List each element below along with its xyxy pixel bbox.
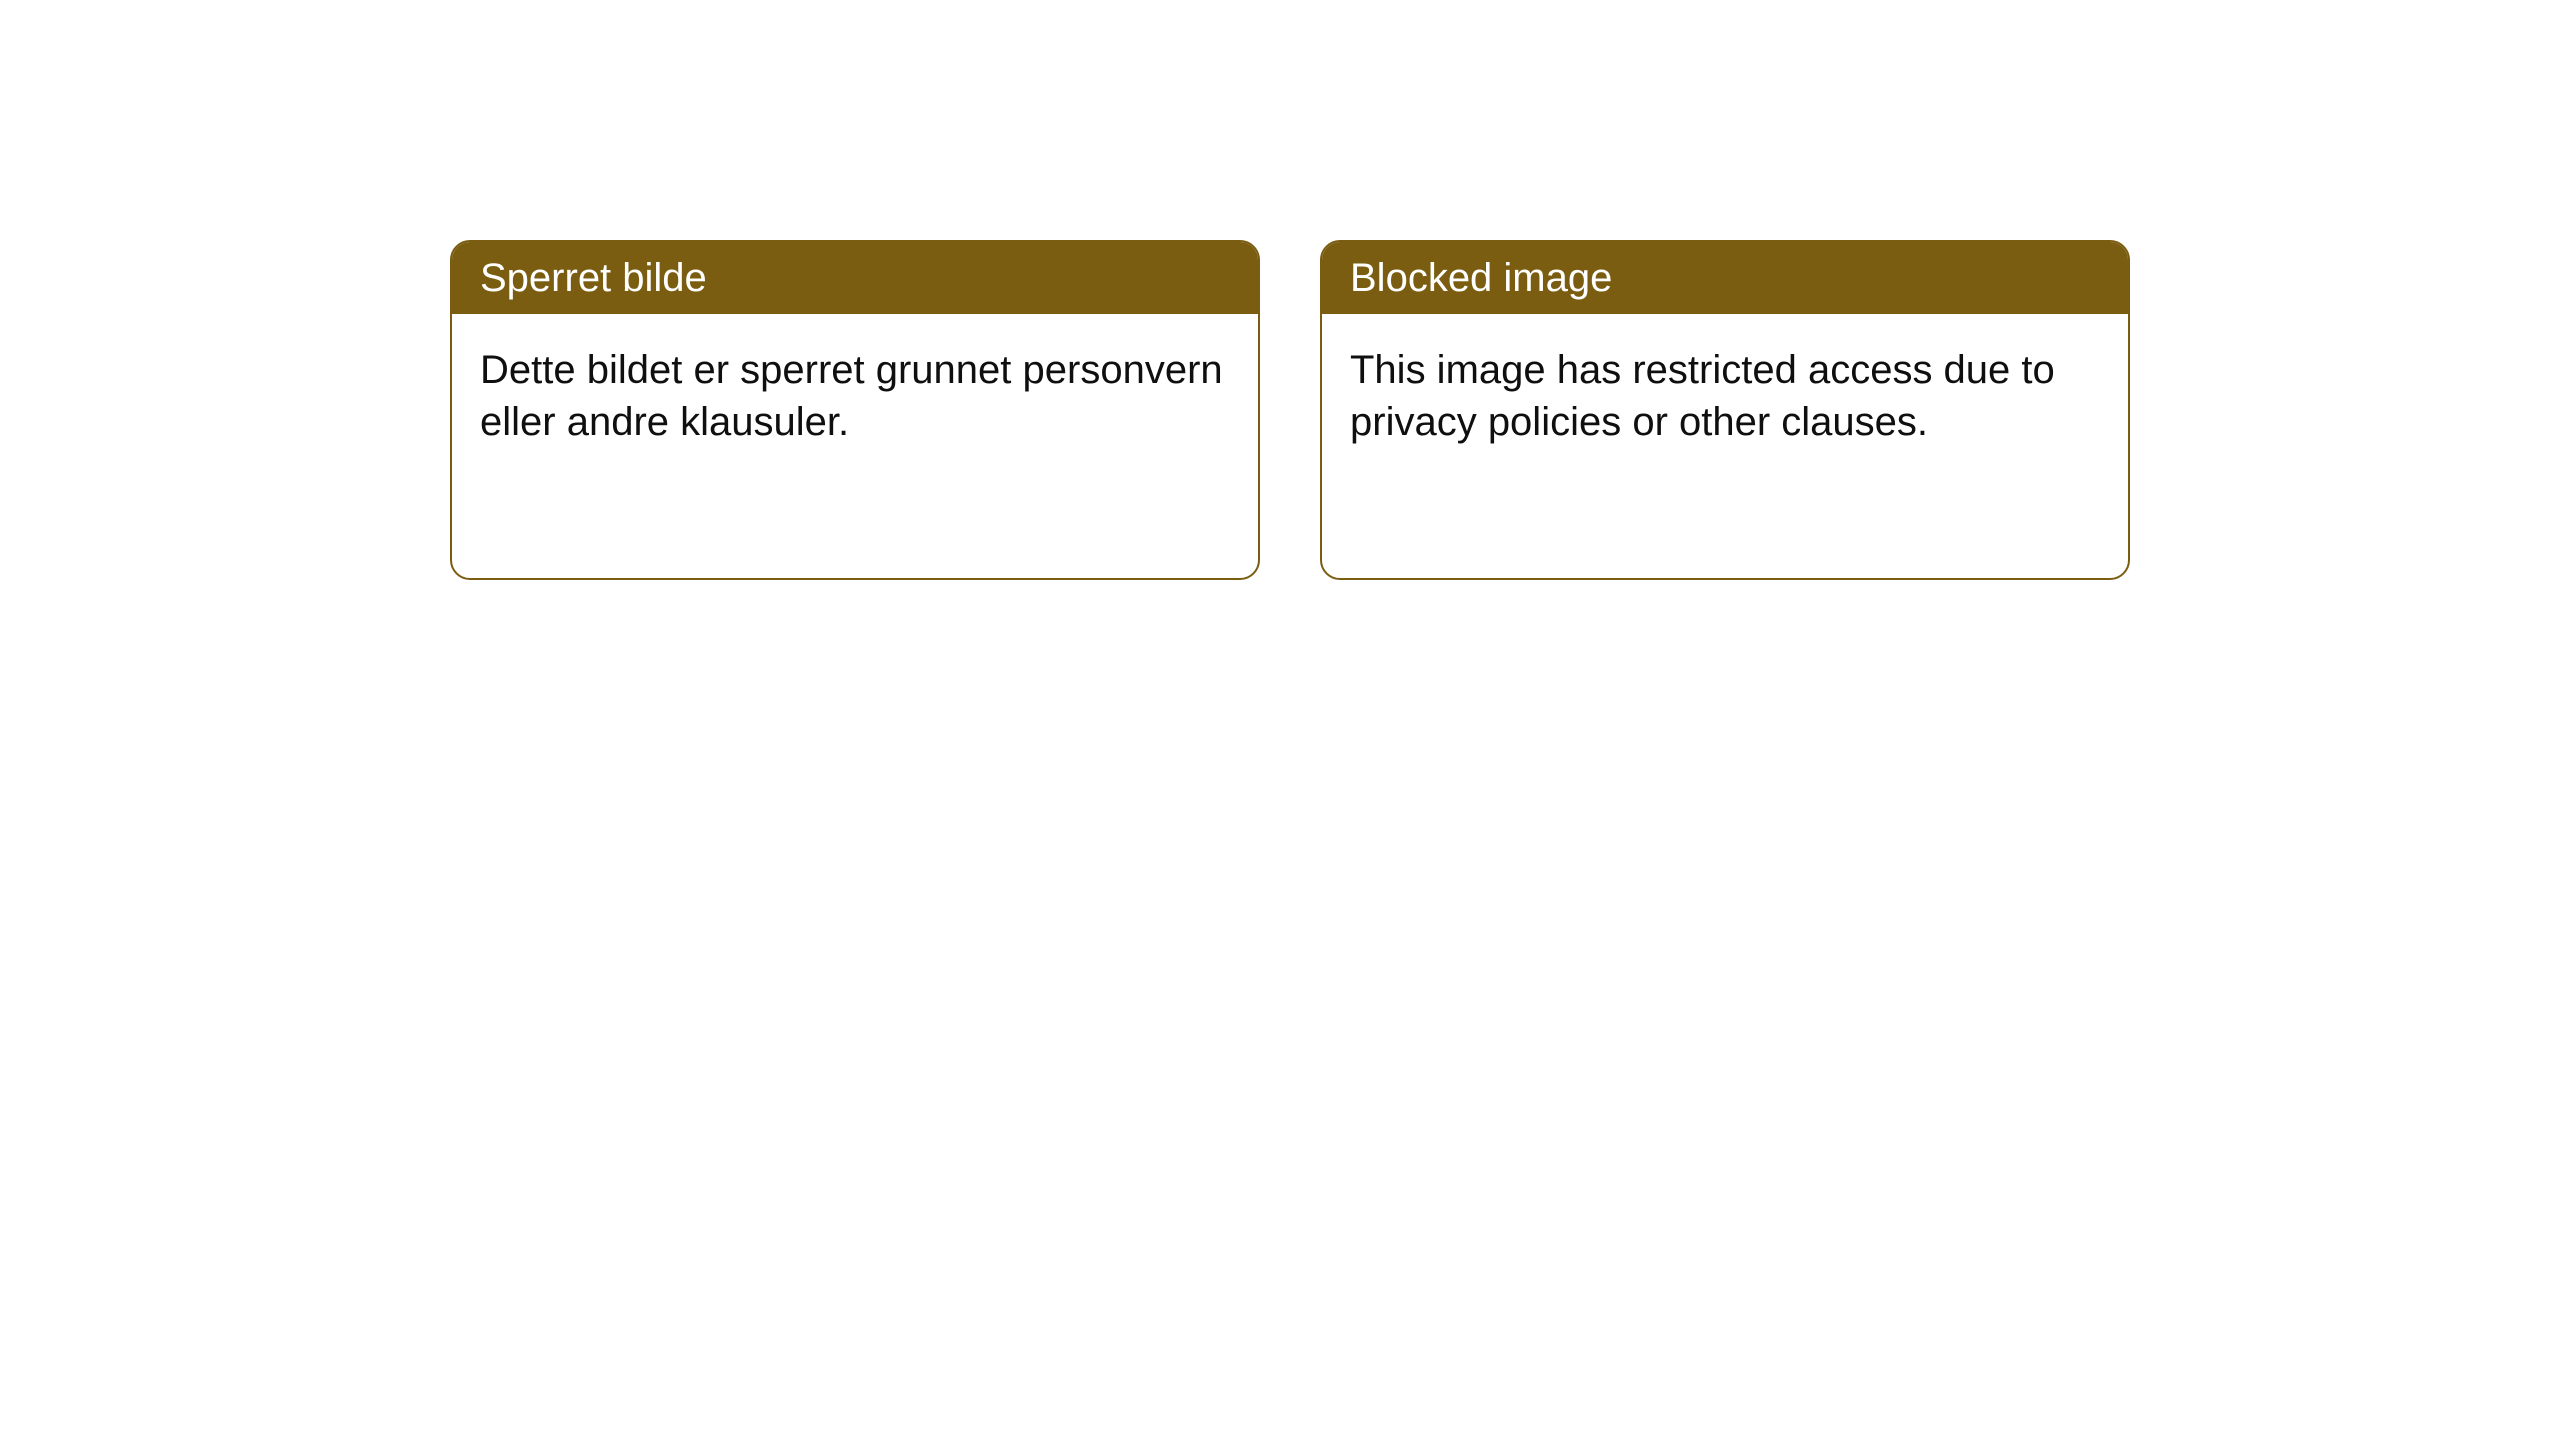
notice-card-english: Blocked image This image has restricted … (1320, 240, 2130, 580)
card-header: Sperret bilde (452, 242, 1258, 314)
card-body: Dette bildet er sperret grunnet personve… (452, 314, 1258, 478)
card-header: Blocked image (1322, 242, 2128, 314)
notice-card-norwegian: Sperret bilde Dette bildet er sperret gr… (450, 240, 1260, 580)
notice-cards-container: Sperret bilde Dette bildet er sperret gr… (0, 0, 2560, 580)
card-body: This image has restricted access due to … (1322, 314, 2128, 478)
